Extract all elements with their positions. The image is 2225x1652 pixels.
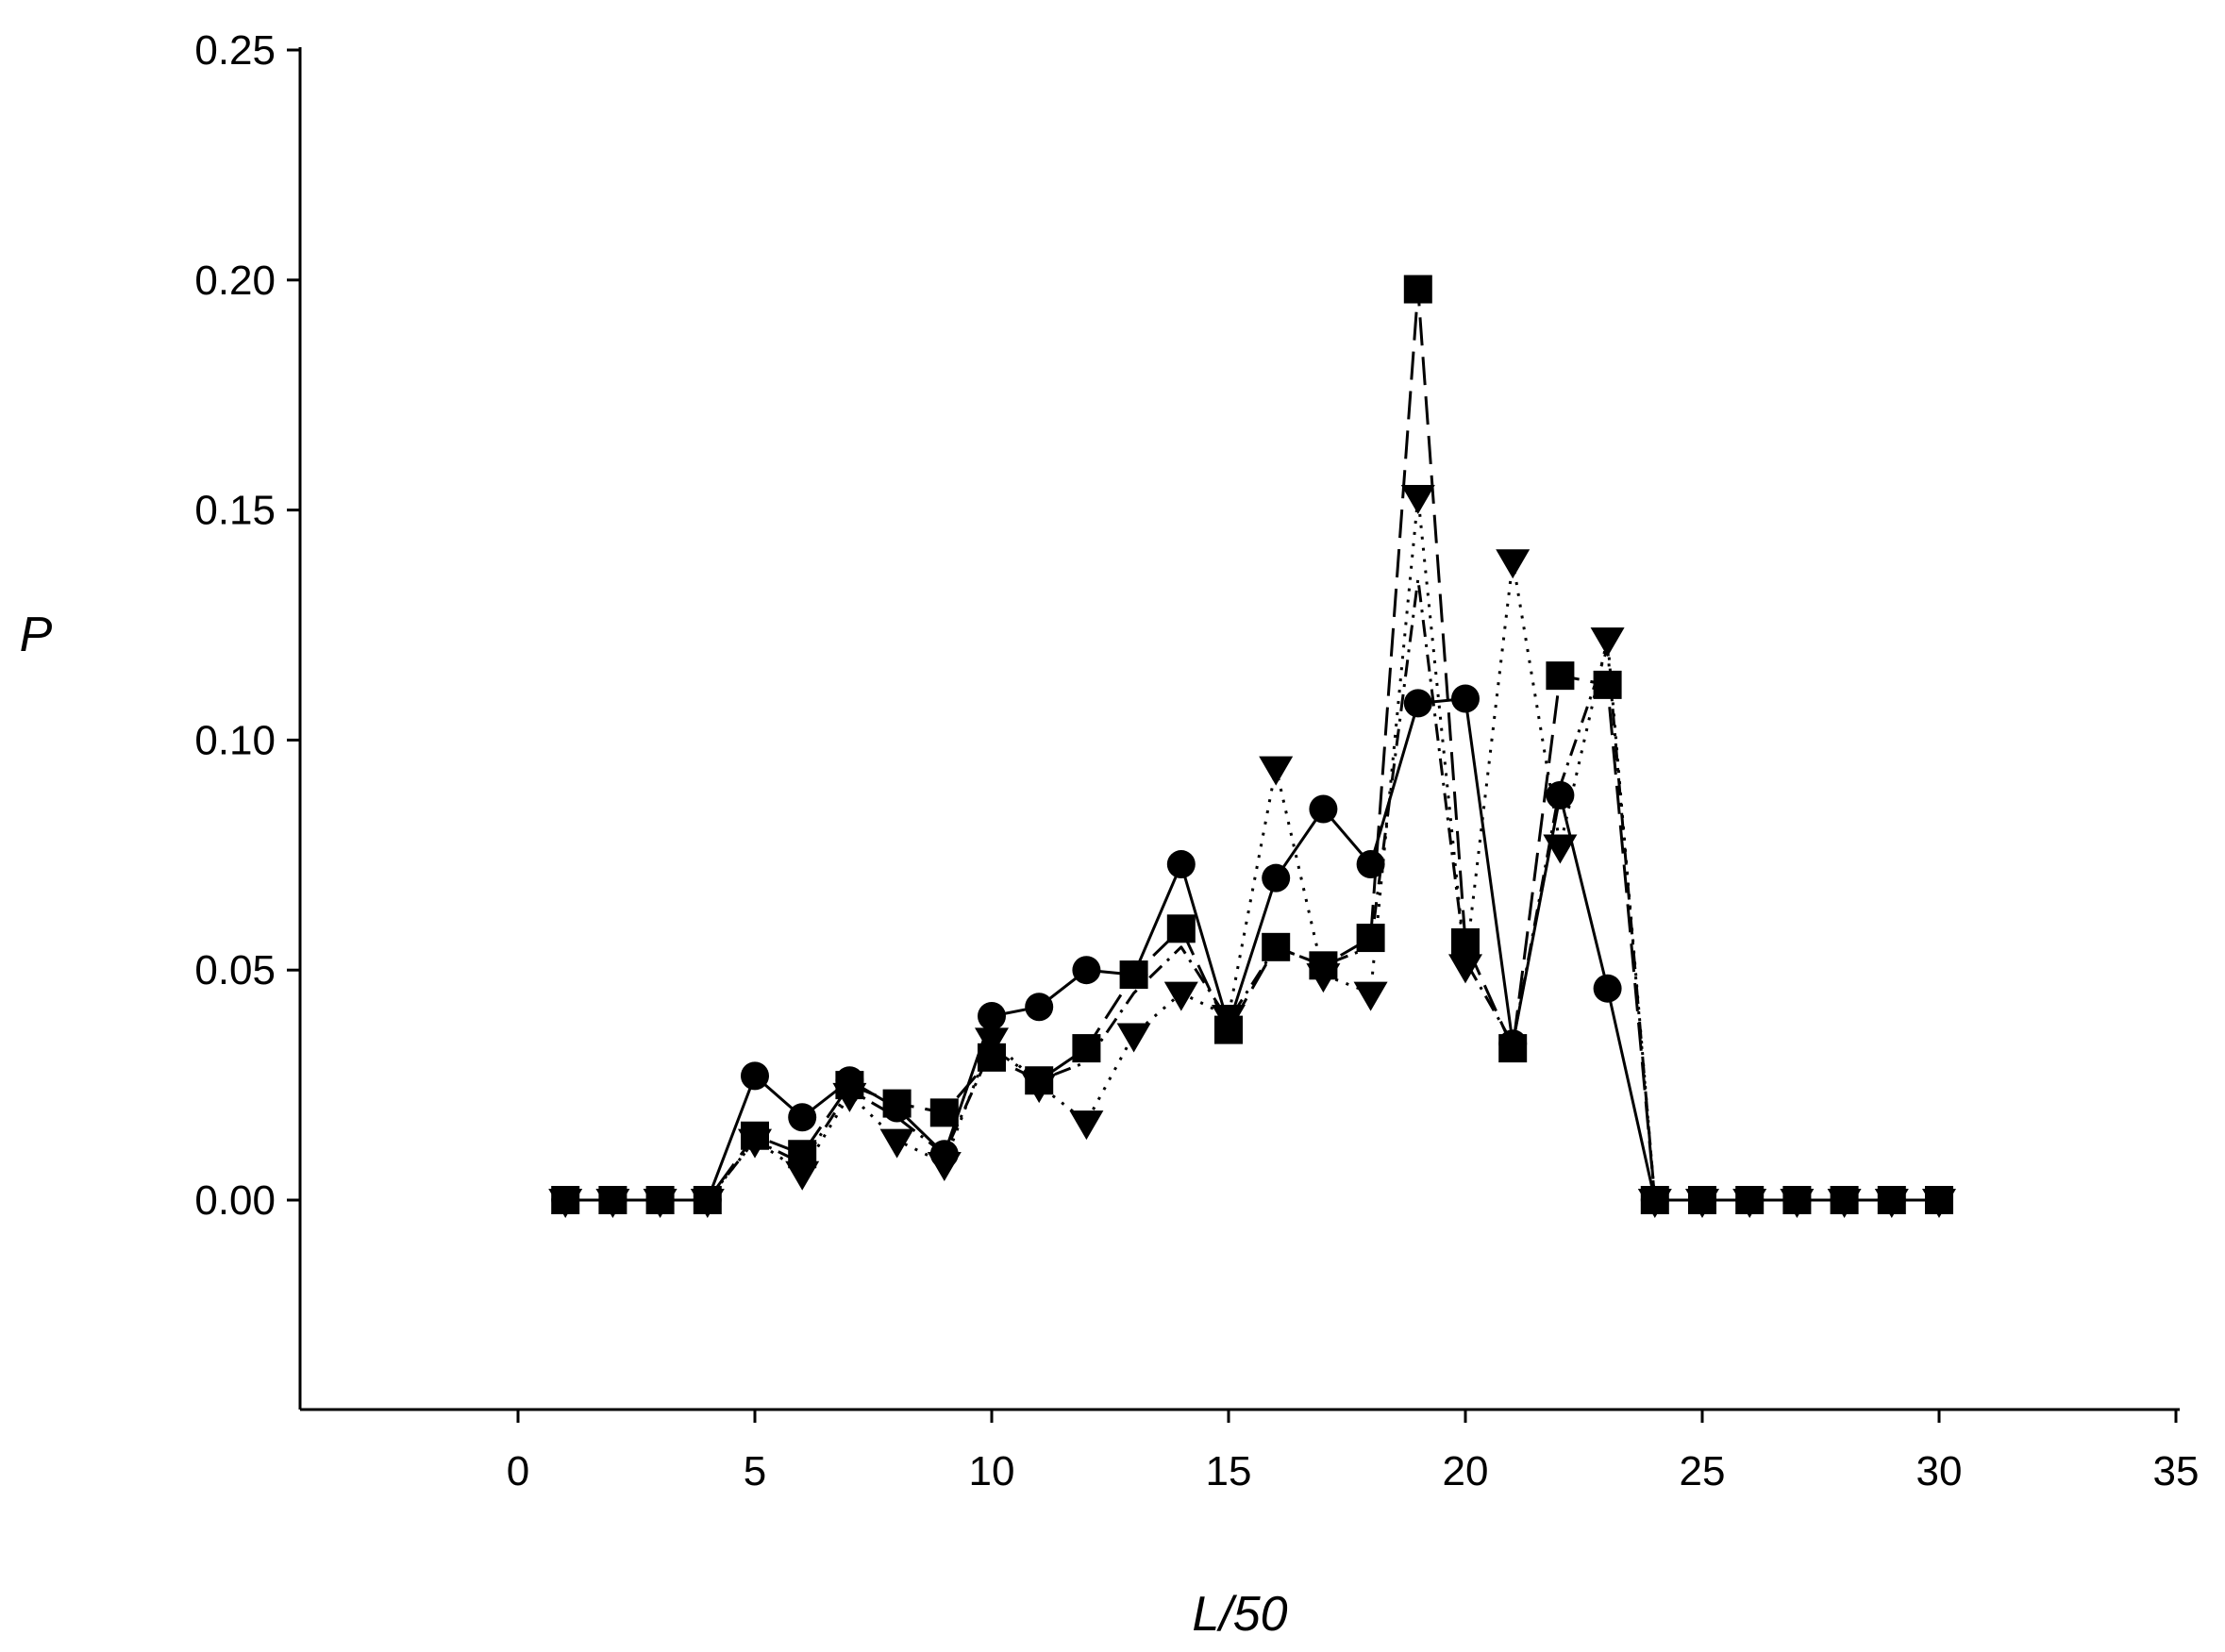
data-point [1403,275,1432,304]
data-point [978,1043,1006,1072]
data-point [1119,960,1148,990]
data-point [929,1140,959,1169]
series-triangle-down [565,494,1939,1202]
data-point [598,1186,627,1214]
data-point [1546,780,1575,809]
data-point [1498,1029,1528,1059]
data-point [785,1160,820,1191]
data-point [1925,1186,1953,1214]
data-point [1543,834,1578,864]
x-tick-label: 10 [969,1448,1015,1494]
data-point [1166,850,1196,879]
y-tick-label: 0.10 [194,717,276,763]
data-point [1166,914,1196,943]
y-ticks: 0.00 0.05 0.10 0.15 0.20 0.25 [194,27,300,1224]
x-ticks: 0 5 10 15 20 25 30 35 [507,1410,2200,1494]
data-point [1356,924,1385,953]
data-point [882,1093,912,1123]
data-point [1451,684,1480,713]
y-axis-title: P [20,608,53,662]
data-point [1496,549,1531,579]
data-point [978,1001,1006,1030]
series-layer [548,275,1956,1218]
data-point [741,1121,769,1150]
data-point [1072,956,1101,985]
markers-triangle-down [548,484,1956,1218]
data-point [1163,981,1198,1011]
series-line [565,494,1939,1202]
data-point [551,1186,580,1214]
data-point [788,1103,817,1132]
x-tick-label: 35 [2153,1448,2200,1494]
data-point [1593,670,1622,699]
x-tick-label: 20 [1443,1448,1489,1494]
data-point [1072,1034,1101,1063]
data-point [1451,927,1480,957]
data-point [1309,794,1338,824]
data-point [1116,1023,1151,1053]
data-point [1448,954,1482,984]
data-point [1830,1186,1859,1214]
data-point [645,1186,675,1214]
data-point [1403,689,1432,718]
data-point [1214,1010,1243,1040]
data-point [1356,850,1385,879]
y-tick-label: 0.20 [194,258,276,304]
data-point [1262,932,1291,961]
data-point [1877,1186,1906,1214]
data-point [1735,1186,1765,1214]
y-tick-label: 0.15 [194,488,276,534]
data-point [1590,627,1625,658]
data-point [788,1140,817,1169]
x-tick-label: 25 [1680,1448,1726,1494]
x-tick-label: 30 [1916,1448,1963,1494]
data-point [693,1186,722,1214]
data-point [879,1128,914,1159]
series-line [565,288,1939,1202]
data-point [1025,993,1054,1022]
data-point [741,1061,769,1091]
y-tick-label: 0.05 [194,947,276,993]
data-point [1640,1186,1669,1214]
data-point [1353,981,1388,1011]
y-tick-label: 0.00 [194,1177,276,1224]
data-point [1546,661,1575,691]
data-point [1400,484,1435,514]
y-tick-label: 0.25 [194,27,276,74]
series-line [565,697,1939,1202]
x-axis-title: L/50 [1192,1587,1287,1642]
x-tick-label: 15 [1206,1448,1252,1494]
x-tick-label: 0 [507,1448,529,1494]
data-point [929,1098,959,1127]
axes: 0 5 10 15 20 25 30 35 0.00 0.05 0.10 0.15 0.20 0.25 [194,27,2199,1494]
data-point [1262,863,1291,893]
data-point [1782,1186,1812,1214]
data-point [1025,1066,1054,1095]
data-point [1309,951,1338,980]
x-tick-label: 5 [744,1448,766,1494]
data-point [1688,1186,1716,1214]
markers-circle [551,684,1953,1214]
data-point [1259,756,1294,786]
series-square [565,288,1939,1202]
data-point [1593,974,1622,1003]
data-point [1069,1110,1104,1141]
data-point [835,1066,864,1095]
series-circle [565,697,1939,1202]
data-point [975,1027,1009,1058]
